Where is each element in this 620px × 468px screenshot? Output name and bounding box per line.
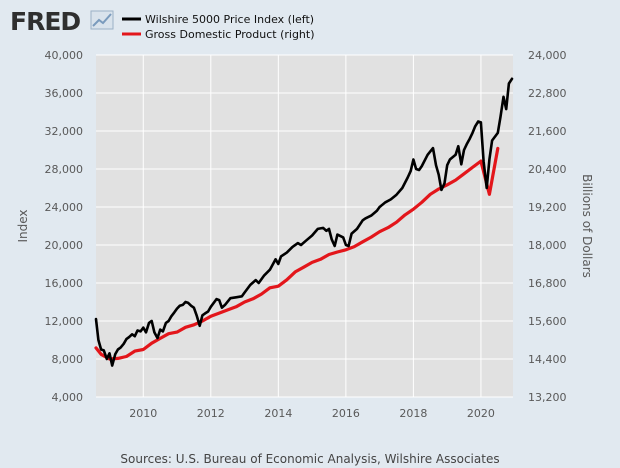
- series-line-gdp: [94, 146, 500, 361]
- y-tick-label: 32,000: [45, 125, 84, 138]
- x-tick-label: 2012: [197, 407, 225, 420]
- y-tick-label: 24,000: [45, 201, 84, 214]
- y2-tick-label: 20,400: [528, 163, 567, 176]
- y-axis-right-ticks: 13,200 14,400 15,600 16,800 18,000 19,200 20,4…: [528, 49, 567, 404]
- legend-label-gdp: Gross Domestic Product (right): [145, 28, 315, 41]
- gridlines: [96, 54, 513, 398]
- x-tick-label: 2018: [399, 407, 427, 420]
- series-lines: [94, 77, 514, 367]
- y-tick-label: 4,000: [52, 391, 84, 404]
- x-tick-label: 2016: [332, 407, 360, 420]
- legend-label-wilshire: Wilshire 5000 Price Index (left): [145, 13, 314, 26]
- y2-tick-label: 16,800: [528, 277, 567, 290]
- y2-tick-label: 24,000: [528, 49, 567, 62]
- y-tick-label: 16,000: [45, 277, 84, 290]
- y-axis-left-title: Index: [16, 209, 30, 242]
- logo-chart-icon: [90, 10, 114, 30]
- y-tick-label: 40,000: [45, 49, 84, 62]
- y-axis-right-title: Billions of Dollars: [580, 174, 594, 278]
- legend: Wilshire 5000 Price Index (left) Gross D…: [122, 13, 315, 41]
- source-note: Sources: U.S. Bureau of Economic Analysi…: [120, 452, 499, 466]
- y2-tick-label: 18,000: [528, 239, 567, 252]
- y2-tick-label: 15,600: [528, 315, 567, 328]
- plot-area: [96, 55, 513, 397]
- y-tick-label: 20,000: [45, 239, 84, 252]
- y-tick-label: 8,000: [52, 353, 84, 366]
- y2-tick-label: 21,600: [528, 125, 567, 138]
- y2-tick-label: 14,400: [528, 353, 567, 366]
- x-axis-ticks: 2010 2012 2014 2016 2018 2020: [129, 407, 495, 420]
- x-tick-label: 2014: [264, 407, 292, 420]
- x-tick-label: 2020: [467, 407, 495, 420]
- y-tick-label: 36,000: [45, 87, 84, 100]
- y-tick-label: 12,000: [45, 315, 84, 328]
- x-tick-label: 2010: [129, 407, 157, 420]
- fred-logo-text: FRED: [10, 7, 80, 36]
- y2-tick-label: 13,200: [528, 391, 567, 404]
- y-axis-left-ticks: 4,000 8,000 12,000 16,000 20,000 24,000 28,000…: [45, 49, 84, 404]
- series-line-wilshire: [94, 77, 514, 367]
- y2-tick-label: 19,200: [528, 201, 567, 214]
- y-tick-label: 28,000: [45, 163, 84, 176]
- y2-tick-label: 22,800: [528, 87, 567, 100]
